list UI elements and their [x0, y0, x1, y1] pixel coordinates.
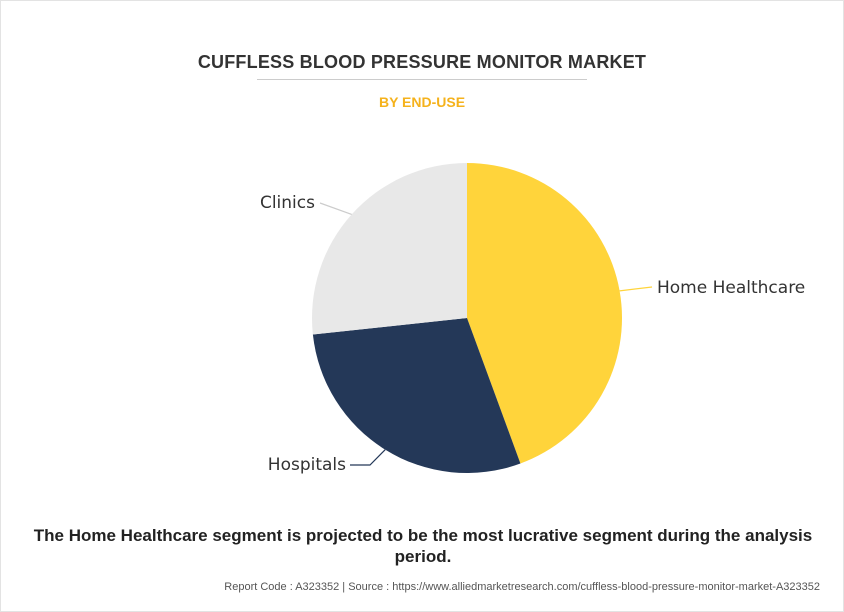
pie-slice-home-healthcare	[467, 163, 622, 464]
source-footer: Report Code : A323352 | Source : https:/…	[224, 581, 820, 593]
leader-line	[619, 286, 653, 292]
leader-line	[319, 202, 352, 215]
slice-label: Clinics	[260, 193, 315, 213]
pie-slice-hospitals	[312, 318, 521, 474]
title-divider	[257, 79, 587, 80]
slice-label: Hospitals	[268, 455, 346, 475]
chart-title: CUFFLESS BLOOD PRESSURE MONITOR MARKET	[197, 52, 647, 72]
pie-slice-clinics	[312, 163, 467, 335]
chart-note: The Home Healthcare segment is projected…	[33, 526, 813, 566]
leader-line	[350, 449, 386, 466]
chart-subtitle: BY END-USE	[378, 94, 466, 110]
slice-label: Home Healthcare	[657, 278, 805, 298]
